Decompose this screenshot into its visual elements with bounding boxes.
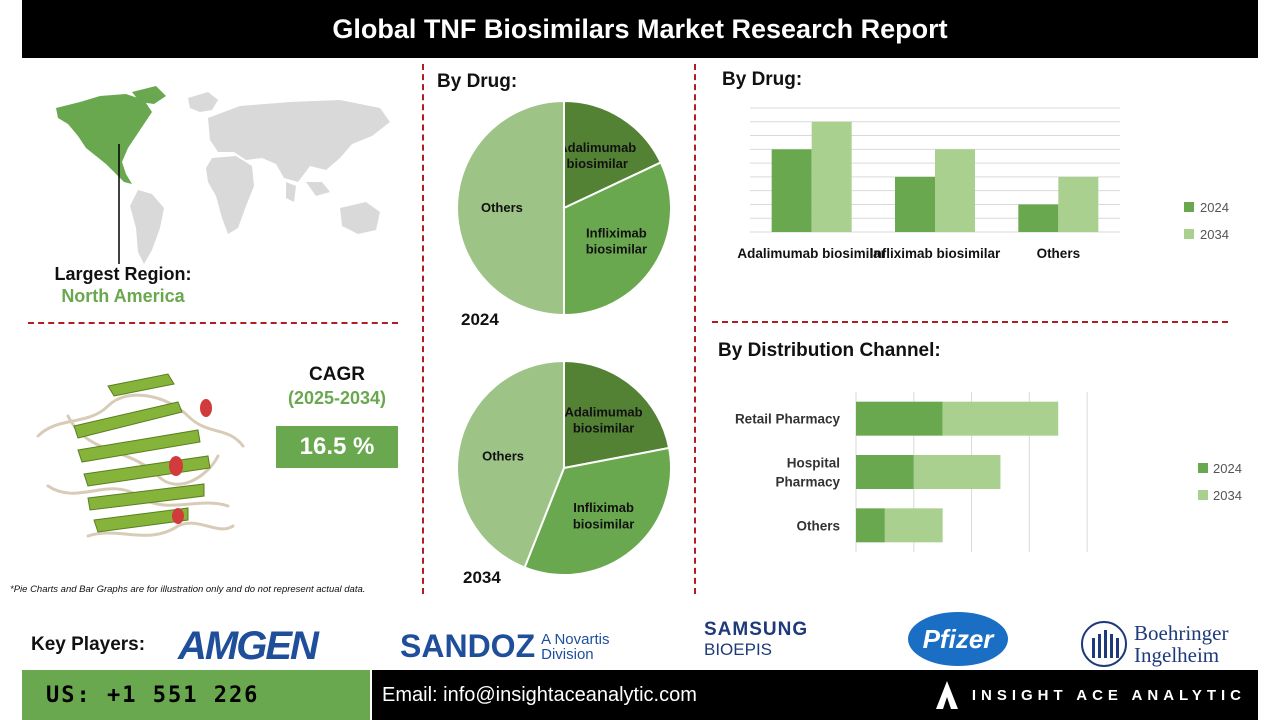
bar-channel-legend-label: 2024 bbox=[1213, 461, 1242, 476]
samsung-bioepis-logo: SAMSUNG BIOEPIS bbox=[704, 620, 808, 660]
pie-2024-year-label: 2024 bbox=[461, 310, 499, 329]
bar-drug-category-label: Others bbox=[1037, 246, 1081, 261]
bar-channel-category-label: Retail Pharmacy bbox=[735, 412, 841, 427]
largest-region-value: North America bbox=[61, 286, 185, 306]
page-title: Global TNF Biosimilars Market Research R… bbox=[22, 0, 1258, 58]
pie-chart-2024: Adalimumab biosimilar Infliximab biosimilar… bbox=[456, 99, 672, 317]
key-players-label: Key Players: bbox=[31, 634, 146, 655]
cagr-label: CAGR bbox=[309, 364, 365, 385]
bar-channel-2034-0 bbox=[942, 401, 1059, 436]
phone-contact: US: +1 551 226 bbox=[22, 670, 370, 720]
bar-channel-legend-swatch bbox=[1198, 463, 1208, 473]
boehringer-logo-line1: Boehringer bbox=[1134, 621, 1229, 645]
bar-drug-category-label: Infliximab biosimilar bbox=[870, 246, 1001, 261]
divider-vertical-left bbox=[422, 64, 424, 594]
pie-section-title: By Drug: bbox=[437, 71, 518, 92]
samsung-logo-name: SAMSUNG bbox=[704, 619, 809, 640]
bar-channel-2024-1 bbox=[856, 455, 914, 489]
bar-channel-legend-label: 2034 bbox=[1213, 488, 1242, 503]
bar-channel-2034-1 bbox=[913, 455, 1001, 489]
pie-label-others: Others bbox=[481, 200, 523, 215]
pie-chart-2034: Adalimumab biosimilar Infliximab biosimilar… bbox=[456, 359, 672, 576]
pie-label-adalimumab-biosimilar: Adalimumab biosimilar bbox=[565, 404, 643, 435]
divider-horizontal-left bbox=[28, 322, 398, 324]
bar-channel-2024-0 bbox=[856, 401, 943, 436]
email-contact: Email: info@insightaceanalytic.com bbox=[382, 683, 697, 706]
disclaimer-note: *Pie Charts and Bar Graphs are for illus… bbox=[10, 584, 366, 595]
pie-slice-others bbox=[456, 359, 565, 569]
bar-channel-2034-2 bbox=[884, 508, 943, 543]
sandoz-logo-name: SANDOZ bbox=[400, 628, 536, 664]
divider-horizontal-right bbox=[712, 321, 1228, 323]
pie-slice-others bbox=[456, 99, 565, 317]
brand-mark-icon bbox=[935, 681, 958, 709]
bar-chart-by-distribution-channel: Retail Pharmacy Hospital Pharmacy Others 202… bbox=[735, 392, 1242, 552]
bar-channel-category-label: Hospital Pharmacy bbox=[775, 456, 840, 490]
bar-drug-category-label: Adalimumab biosimilar bbox=[737, 246, 886, 261]
pfizer-logo: Pfizer bbox=[908, 612, 1008, 666]
bar-drug-legend-swatch bbox=[1184, 229, 1194, 239]
divider-vertical-right bbox=[694, 64, 696, 594]
footer-bar: Email: info@insightaceanalytic.com INSIG… bbox=[372, 670, 1258, 720]
pie-slice-infliximab-biosimilar bbox=[523, 446, 672, 576]
pie-label-infliximab-biosimilar: Infliximab biosimilar bbox=[586, 225, 647, 256]
bar-drug-title: By Drug: bbox=[722, 69, 803, 90]
pie-label-others: Others bbox=[482, 448, 524, 463]
pfizer-logo-name: Pfizer bbox=[922, 623, 994, 654]
bar-channel-category-label: Others bbox=[796, 518, 840, 533]
bar-drug-legend-label: 2034 bbox=[1200, 227, 1229, 242]
cagr-value-badge: 16.5 % bbox=[276, 426, 398, 468]
pie-slice-adalimumab-biosimilar bbox=[563, 99, 663, 210]
bar-drug-legend-label: 2024 bbox=[1200, 200, 1229, 215]
brand-logo: INSIGHT ACE ANALYTIC bbox=[935, 670, 1246, 720]
sandoz-logo: SANDOZ A Novartis Division bbox=[400, 628, 609, 665]
pie-2034-year-label: 2034 bbox=[463, 568, 501, 587]
bar-drug-2034-1 bbox=[935, 149, 975, 232]
boehringer-emblem-icon bbox=[1081, 621, 1127, 667]
brand-name: INSIGHT ACE ANALYTIC bbox=[971, 686, 1246, 704]
pie-slice-adalimumab-biosimilar bbox=[563, 359, 671, 470]
boehringer-logo-line2: Ingelheim bbox=[1134, 643, 1220, 667]
bar-drug-legend-swatch bbox=[1184, 202, 1194, 212]
amgen-logo: AMGEN bbox=[178, 624, 319, 668]
world-map bbox=[56, 86, 390, 264]
bioepis-logo-name: BIOEPIS bbox=[704, 640, 773, 659]
sandoz-logo-sub2: Division bbox=[541, 645, 594, 663]
pie-label-adalimumab-biosimilar: Adalimumab biosimilar bbox=[558, 140, 636, 171]
cagr-period: (2025-2034) bbox=[287, 388, 387, 408]
largest-region-label: Largest Region: bbox=[54, 264, 192, 284]
bar-drug-2024-1 bbox=[895, 176, 935, 232]
bar-channel-2024-2 bbox=[856, 508, 885, 543]
bar-drug-2024-2 bbox=[1018, 204, 1059, 232]
pie-label-infliximab-biosimilar: Infliximab biosimilar bbox=[573, 500, 634, 531]
boehringer-logo: Boehringer Ingelheim bbox=[1080, 620, 1228, 668]
bar-drug-2034-2 bbox=[1058, 176, 1099, 232]
pie-slice-infliximab-biosimilar bbox=[563, 161, 672, 317]
bar-drug-2034-0 bbox=[811, 121, 852, 232]
sandoz-logo-sub1: A Novartis bbox=[541, 630, 610, 648]
bar-channel-title: By Distribution Channel: bbox=[718, 340, 941, 361]
bar-channel-legend-swatch bbox=[1198, 490, 1208, 500]
bar-drug-2024-0 bbox=[771, 149, 812, 232]
protein-structure-image bbox=[36, 373, 245, 538]
